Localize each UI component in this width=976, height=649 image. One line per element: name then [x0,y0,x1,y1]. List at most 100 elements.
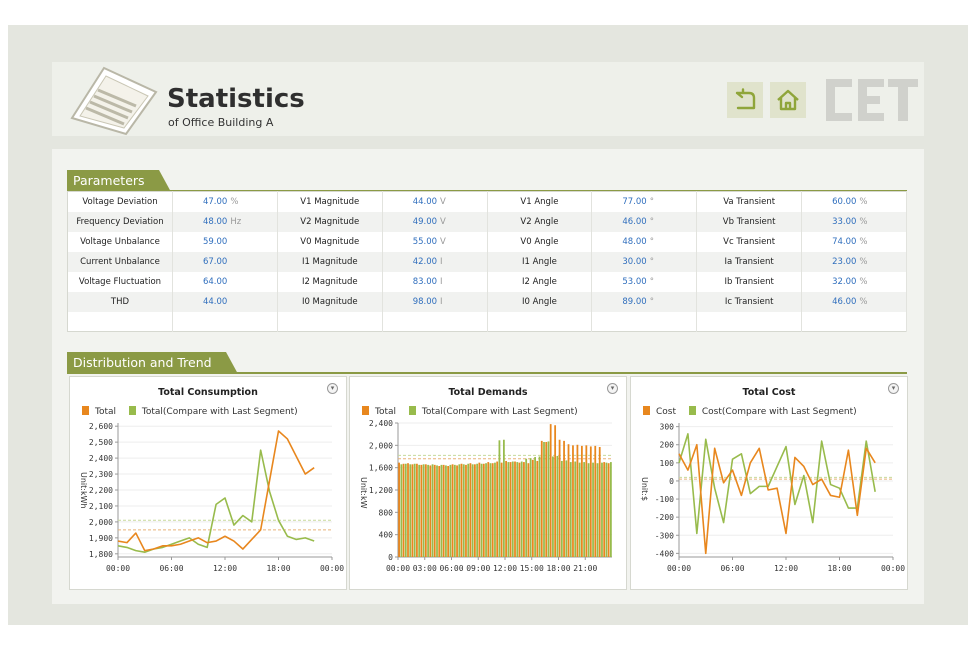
param-label: Ia Transient [696,251,803,272]
table-row: Voltage Fluctuation 64.00 I2 Magnitude 83.0… [67,271,907,292]
bar [580,445,583,557]
bar [585,445,588,557]
chevron-down-icon[interactable]: ▾ [607,383,618,394]
bar [476,463,479,557]
legend-item-total[interactable]: Total [362,406,396,417]
y-axis-label: Unit:kW [359,477,368,509]
bar [400,464,403,557]
param-label: V0 Magnitude [277,231,383,252]
chart-title: Total Demands [448,387,528,398]
param-value: 23.00% [801,251,907,272]
bar [609,462,612,557]
legend-item-total[interactable]: Total [82,406,116,417]
bar [547,441,550,557]
param-value: 83.00 I [382,271,488,292]
param-label: Voltage Deviation [67,191,173,212]
y-tick-label: 2,200 [89,486,113,495]
parameters-section-tab: Parameters [67,170,171,192]
param-value: 49.00 V [382,211,488,232]
bar [572,445,574,557]
bar [592,462,594,557]
bar [509,462,512,557]
param-label: V2 Magnitude [277,211,383,232]
bar [427,464,429,557]
x-tick-label: 12:00 [774,564,798,573]
bar [469,463,472,557]
table-row: Voltage Unbalance 59.00 V0 Magnitude 55.00 V… [67,231,907,252]
chart-legend: Total Total(Compare with Last Segment) [362,406,588,417]
param-label: Vc Transient [696,231,803,252]
y-tick-label: -100 [655,495,674,504]
bar [576,444,579,557]
x-tick-label: 18:00 [546,564,570,573]
x-tick-label: 18:00 [266,564,290,573]
bar [409,464,412,557]
legend-item-cost[interactable]: Cost [643,406,676,417]
x-tick-label: 00:00 [106,564,130,573]
table-row-empty [67,311,907,332]
bar [531,459,534,557]
demands-plot: 0 400 800 1,200 1,600 2,000 2,400 00:00 03:00 06:… [369,419,612,573]
param-value: 55.00 V [382,231,488,252]
bar [494,462,496,557]
y-tick-label: 0 [388,553,393,562]
home-button[interactable] [770,82,806,118]
bar [404,463,407,557]
param-value: 48.00 ° [591,231,698,252]
legend-item-compare[interactable]: Total(Compare with Last Segment) [128,406,298,417]
bar [502,439,505,557]
bar [445,465,447,557]
bar [491,463,494,557]
param-label: Vb Transient [696,211,803,232]
series-line [678,443,876,555]
param-label: Current Unbalance [67,251,173,272]
y-tick-label: 2,400 [89,454,113,463]
param-value: 46.00% [801,291,907,312]
param-value: 64.00 [172,271,278,292]
y-tick-label: 2,000 [89,518,113,527]
x-tick-label: 00:00 [386,564,410,573]
y-tick-label: -200 [655,513,674,522]
param-label: I2 Angle [487,271,593,292]
back-button[interactable] [727,82,763,118]
x-tick-label: 06:00 [159,564,183,573]
chevron-down-icon[interactable]: ▾ [327,383,338,394]
param-label: V1 Magnitude [277,191,383,212]
bar [465,464,467,557]
bar [507,462,510,557]
param-value: 44.00 V [382,191,488,212]
y-tick-label: 2,400 [369,419,393,428]
y-tick-label: 2,300 [89,470,113,479]
param-value: 44.00 [172,291,278,312]
parameters-table: Voltage Deviation 47.00% V1 Magnitude 44.00… [67,191,907,332]
bar [467,463,470,557]
bar [413,463,416,557]
bar [487,462,490,557]
bar [402,463,405,557]
bar [431,464,434,557]
bar [442,464,445,557]
param-value: 89.00 ° [591,291,698,312]
bar [458,464,461,557]
chart-legend: Cost Cost(Compare with Last Segment) [643,406,867,417]
legend-item-compare[interactable]: Total(Compare with Last Segment) [408,406,578,417]
y-tick-label: 1,900 [89,534,113,543]
distribution-section-tab: Distribution and Trend [67,352,238,374]
param-value: 47.00% [172,191,278,212]
legend-item-compare[interactable]: Cost(Compare with Last Segment) [688,406,857,417]
section-divider [67,372,907,374]
series-line [678,433,876,535]
param-value: 32.00% [801,271,907,292]
x-tick-label: 12:00 [493,564,517,573]
bar [603,462,606,557]
bar [511,461,514,557]
bar [607,463,610,557]
chevron-down-icon[interactable]: ▾ [888,383,899,394]
bar [473,464,476,557]
x-tick-label: 18:00 [827,564,851,573]
y-tick-label: 400 [379,531,394,540]
bar [525,458,528,557]
y-tick-label: 0 [669,477,674,486]
x-tick-label: 00:00 [881,564,905,573]
bar [587,463,590,557]
